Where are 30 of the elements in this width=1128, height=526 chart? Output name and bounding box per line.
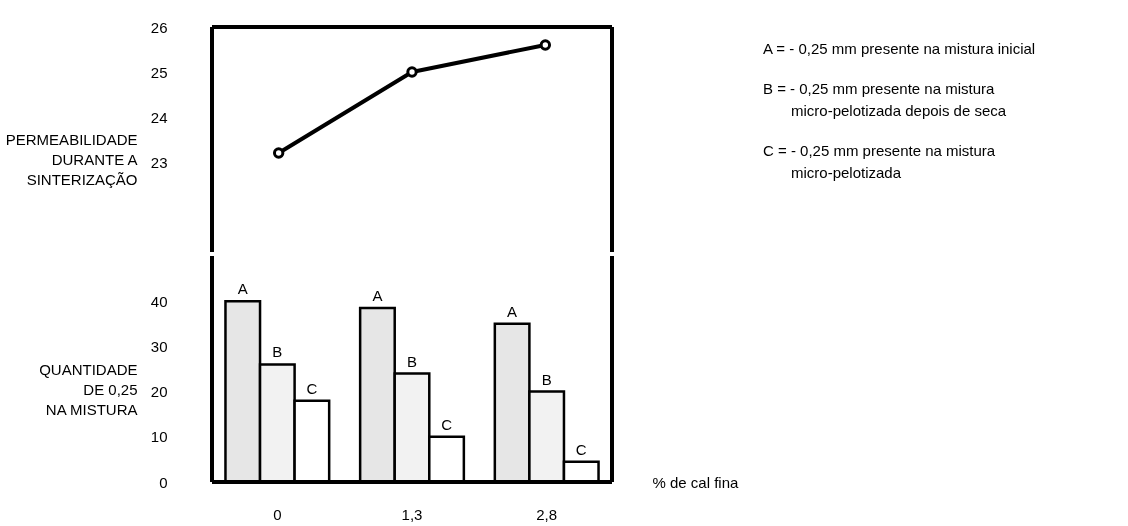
y-axis-title: QUANTIDADE DE 0,25 NA MISTURA <box>39 360 138 418</box>
point <box>406 66 418 78</box>
text: B = - 0,25 mm presente na mistura micro-pelotizada depois de seca <box>763 80 1007 119</box>
y-tick-label: 24 <box>150 108 168 126</box>
series-label: B <box>272 343 283 361</box>
y-tick-label: 40 <box>150 292 168 310</box>
series-label: C <box>306 379 318 397</box>
y-tick-label: 0 <box>159 473 168 491</box>
y-tick-label: 10 <box>150 428 168 446</box>
y-tick-label: 25 <box>150 63 168 81</box>
text: C <box>575 440 587 458</box>
text: C <box>441 415 452 433</box>
x-tick-label: 0 <box>273 505 282 523</box>
text: B <box>541 370 552 388</box>
x-tick-label: 2,8 <box>536 505 558 523</box>
y-tick-label: 30 <box>150 337 168 355</box>
text: A <box>372 286 383 304</box>
text: C = - 0,25 mm presente na mistura micro-pelotizada <box>763 142 996 181</box>
y-tick-label: 23 <box>150 153 168 171</box>
y-tick-label: 20 <box>150 383 168 401</box>
text: A = - 0,25 mm presente na mistura inicial <box>763 40 1036 57</box>
text: A <box>507 302 518 320</box>
y-tick-label: 26 <box>150 18 168 36</box>
x-tick-label: 1,3 <box>401 505 423 523</box>
point <box>272 147 285 159</box>
series-label: A <box>237 280 248 298</box>
text: B <box>406 352 418 370</box>
x-axis-title: % de cal fina <box>652 473 740 491</box>
point <box>539 39 552 51</box>
y-axis-title: PERMEABILIDADE DURANTE A SINTERIZAÇÃO <box>5 131 138 188</box>
